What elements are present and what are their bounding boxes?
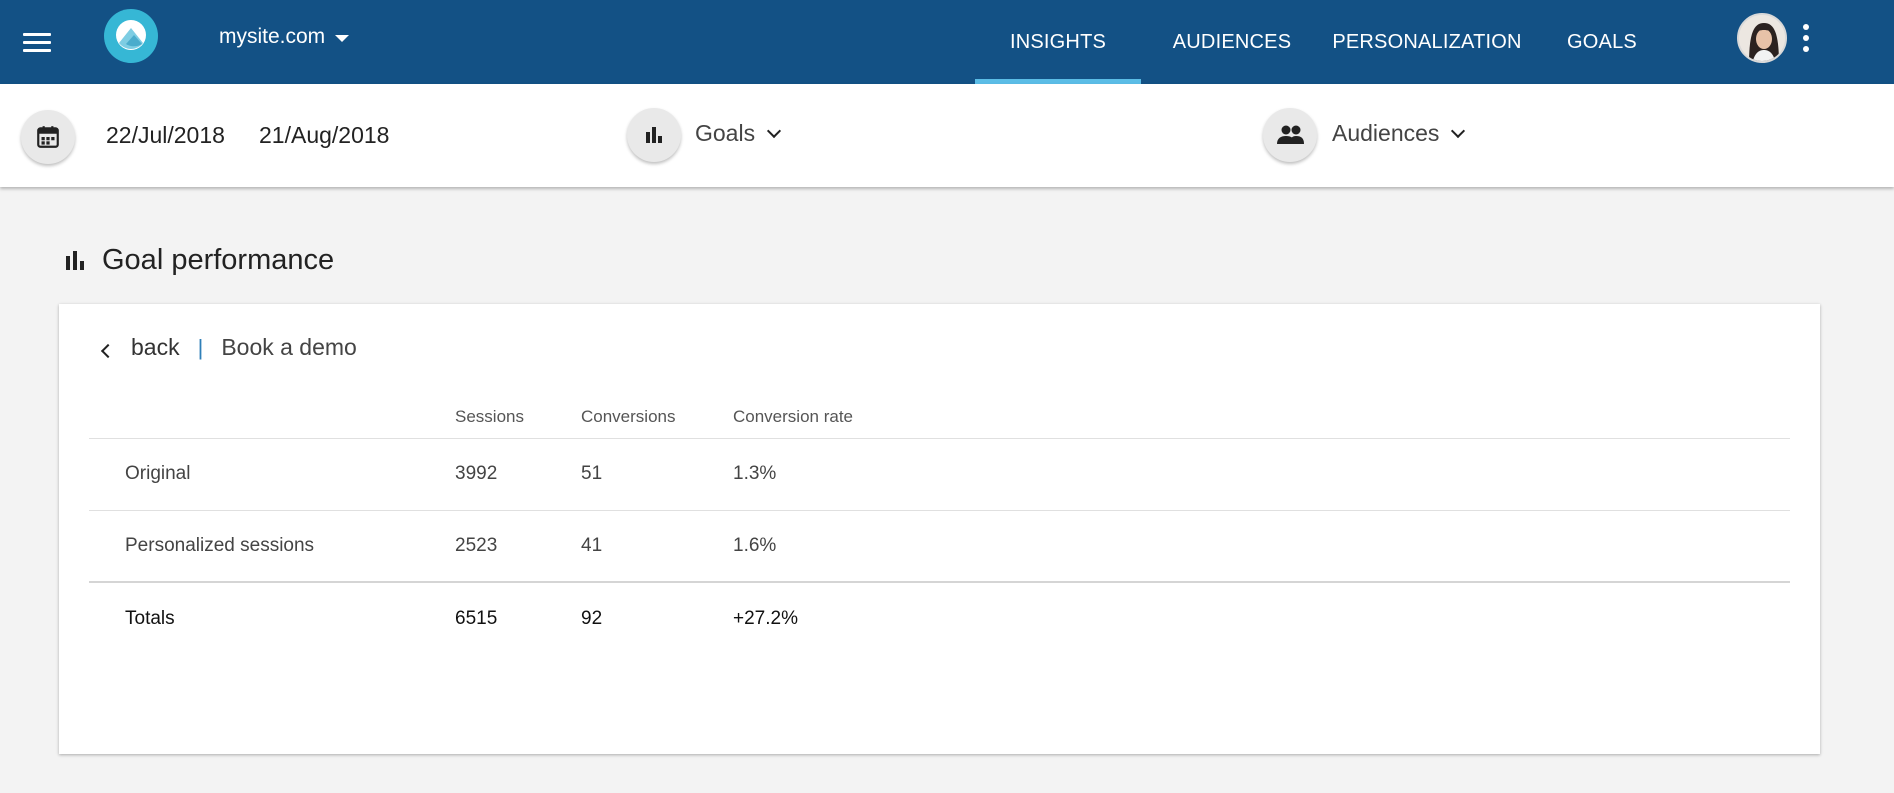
nav-tab-goals[interactable]: GOALS xyxy=(1531,0,1673,84)
breadcrumb-current-goal: Book a demo xyxy=(221,334,357,360)
chevron-left-icon xyxy=(100,343,116,358)
menu-icon[interactable] xyxy=(20,24,56,60)
totals-row: Totals 6515 92 +27.2% xyxy=(89,582,1790,654)
app-logo[interactable] xyxy=(104,9,158,63)
table-header-row: Sessions Conversions Conversion rate xyxy=(89,396,1790,439)
back-label: back xyxy=(131,334,180,360)
breadcrumb: back | Book a demo xyxy=(97,334,357,361)
column-header-conversion-rate[interactable]: Conversion rate xyxy=(733,396,1790,439)
goal-performance-card: back | Book a demo Sessions Conversions … xyxy=(59,304,1820,754)
row-sessions: 3992 xyxy=(455,438,581,511)
nav-tab-insights[interactable]: INSIGHTS xyxy=(975,0,1141,84)
calendar-icon xyxy=(37,126,59,148)
filter-bar: 22/Jul/2018 21/Aug/2018 Goals Audiences xyxy=(0,84,1894,187)
totals-label: Totals xyxy=(125,607,175,629)
section-heading: Goal performance xyxy=(64,244,334,277)
user-avatar[interactable] xyxy=(1737,13,1787,63)
people-icon xyxy=(1277,125,1304,144)
end-date[interactable]: 21/Aug/2018 xyxy=(259,122,390,148)
bar-chart-icon xyxy=(646,127,662,143)
avatar-image xyxy=(1739,15,1785,61)
chevron-down-icon xyxy=(767,123,782,138)
back-button[interactable]: back xyxy=(97,334,180,361)
row-conversions: 41 xyxy=(581,510,733,583)
totals-conversion-lift: +27.2% xyxy=(733,607,798,629)
start-date[interactable]: 22/Jul/2018 xyxy=(106,122,225,148)
nav-tab-audiences[interactable]: AUDIENCES xyxy=(1141,0,1323,84)
column-header-sessions[interactable]: Sessions xyxy=(455,396,581,439)
row-sessions: 2523 xyxy=(455,510,581,583)
row-conversion-rate: 1.3% xyxy=(733,438,1790,511)
row-name: Personalized sessions xyxy=(89,510,455,583)
site-selector[interactable]: mysite.com xyxy=(219,22,350,52)
row-conversions: 51 xyxy=(581,438,733,511)
column-header-conversions[interactable]: Conversions xyxy=(581,396,733,439)
top-app-bar: mysite.com INSIGHTS AUDIENCES PERSONALIZ… xyxy=(0,0,1894,84)
calendar-button[interactable] xyxy=(21,110,75,164)
column-header-name xyxy=(89,396,455,439)
audiences-filter-button[interactable] xyxy=(1263,108,1317,162)
bar-chart-icon xyxy=(66,250,84,270)
goals-dropdown[interactable]: Goals xyxy=(695,120,782,147)
nav-tab-label: AUDIENCES xyxy=(1172,30,1292,53)
audiences-dropdown[interactable]: Audiences xyxy=(1332,120,1466,147)
chevron-down-icon xyxy=(1451,123,1466,138)
more-options-icon[interactable] xyxy=(1798,24,1814,52)
table-row: Personalized sessions 2523 41 1.6% xyxy=(89,510,1790,583)
site-name: mysite.com xyxy=(219,25,326,48)
table-row: Original 3992 51 1.3% xyxy=(89,438,1790,511)
row-conversion-rate: 1.6% xyxy=(733,510,1790,583)
caret-down-icon xyxy=(335,35,350,42)
nav-tab-label: INSIGHTS xyxy=(1009,30,1107,53)
goals-filter-button[interactable] xyxy=(627,108,681,162)
nav-tab-personalization[interactable]: PERSONALIZATION xyxy=(1323,0,1531,84)
page-title: Goal performance xyxy=(102,244,335,276)
main-nav: INSIGHTS AUDIENCES PERSONALIZATION GOALS xyxy=(975,0,1673,84)
nav-tab-label: GOALS xyxy=(1567,30,1637,53)
breadcrumb-separator: | xyxy=(197,334,204,360)
totals-conversions: 92 xyxy=(581,607,603,629)
goals-dropdown-label: Goals xyxy=(695,120,756,146)
totals-sessions: 6515 xyxy=(455,607,498,629)
audiences-dropdown-label: Audiences xyxy=(1332,120,1440,146)
row-name: Original xyxy=(89,438,455,511)
goal-performance-table: Sessions Conversions Conversion rate Ori… xyxy=(89,396,1790,654)
nav-tab-label: PERSONALIZATION xyxy=(1332,30,1522,53)
